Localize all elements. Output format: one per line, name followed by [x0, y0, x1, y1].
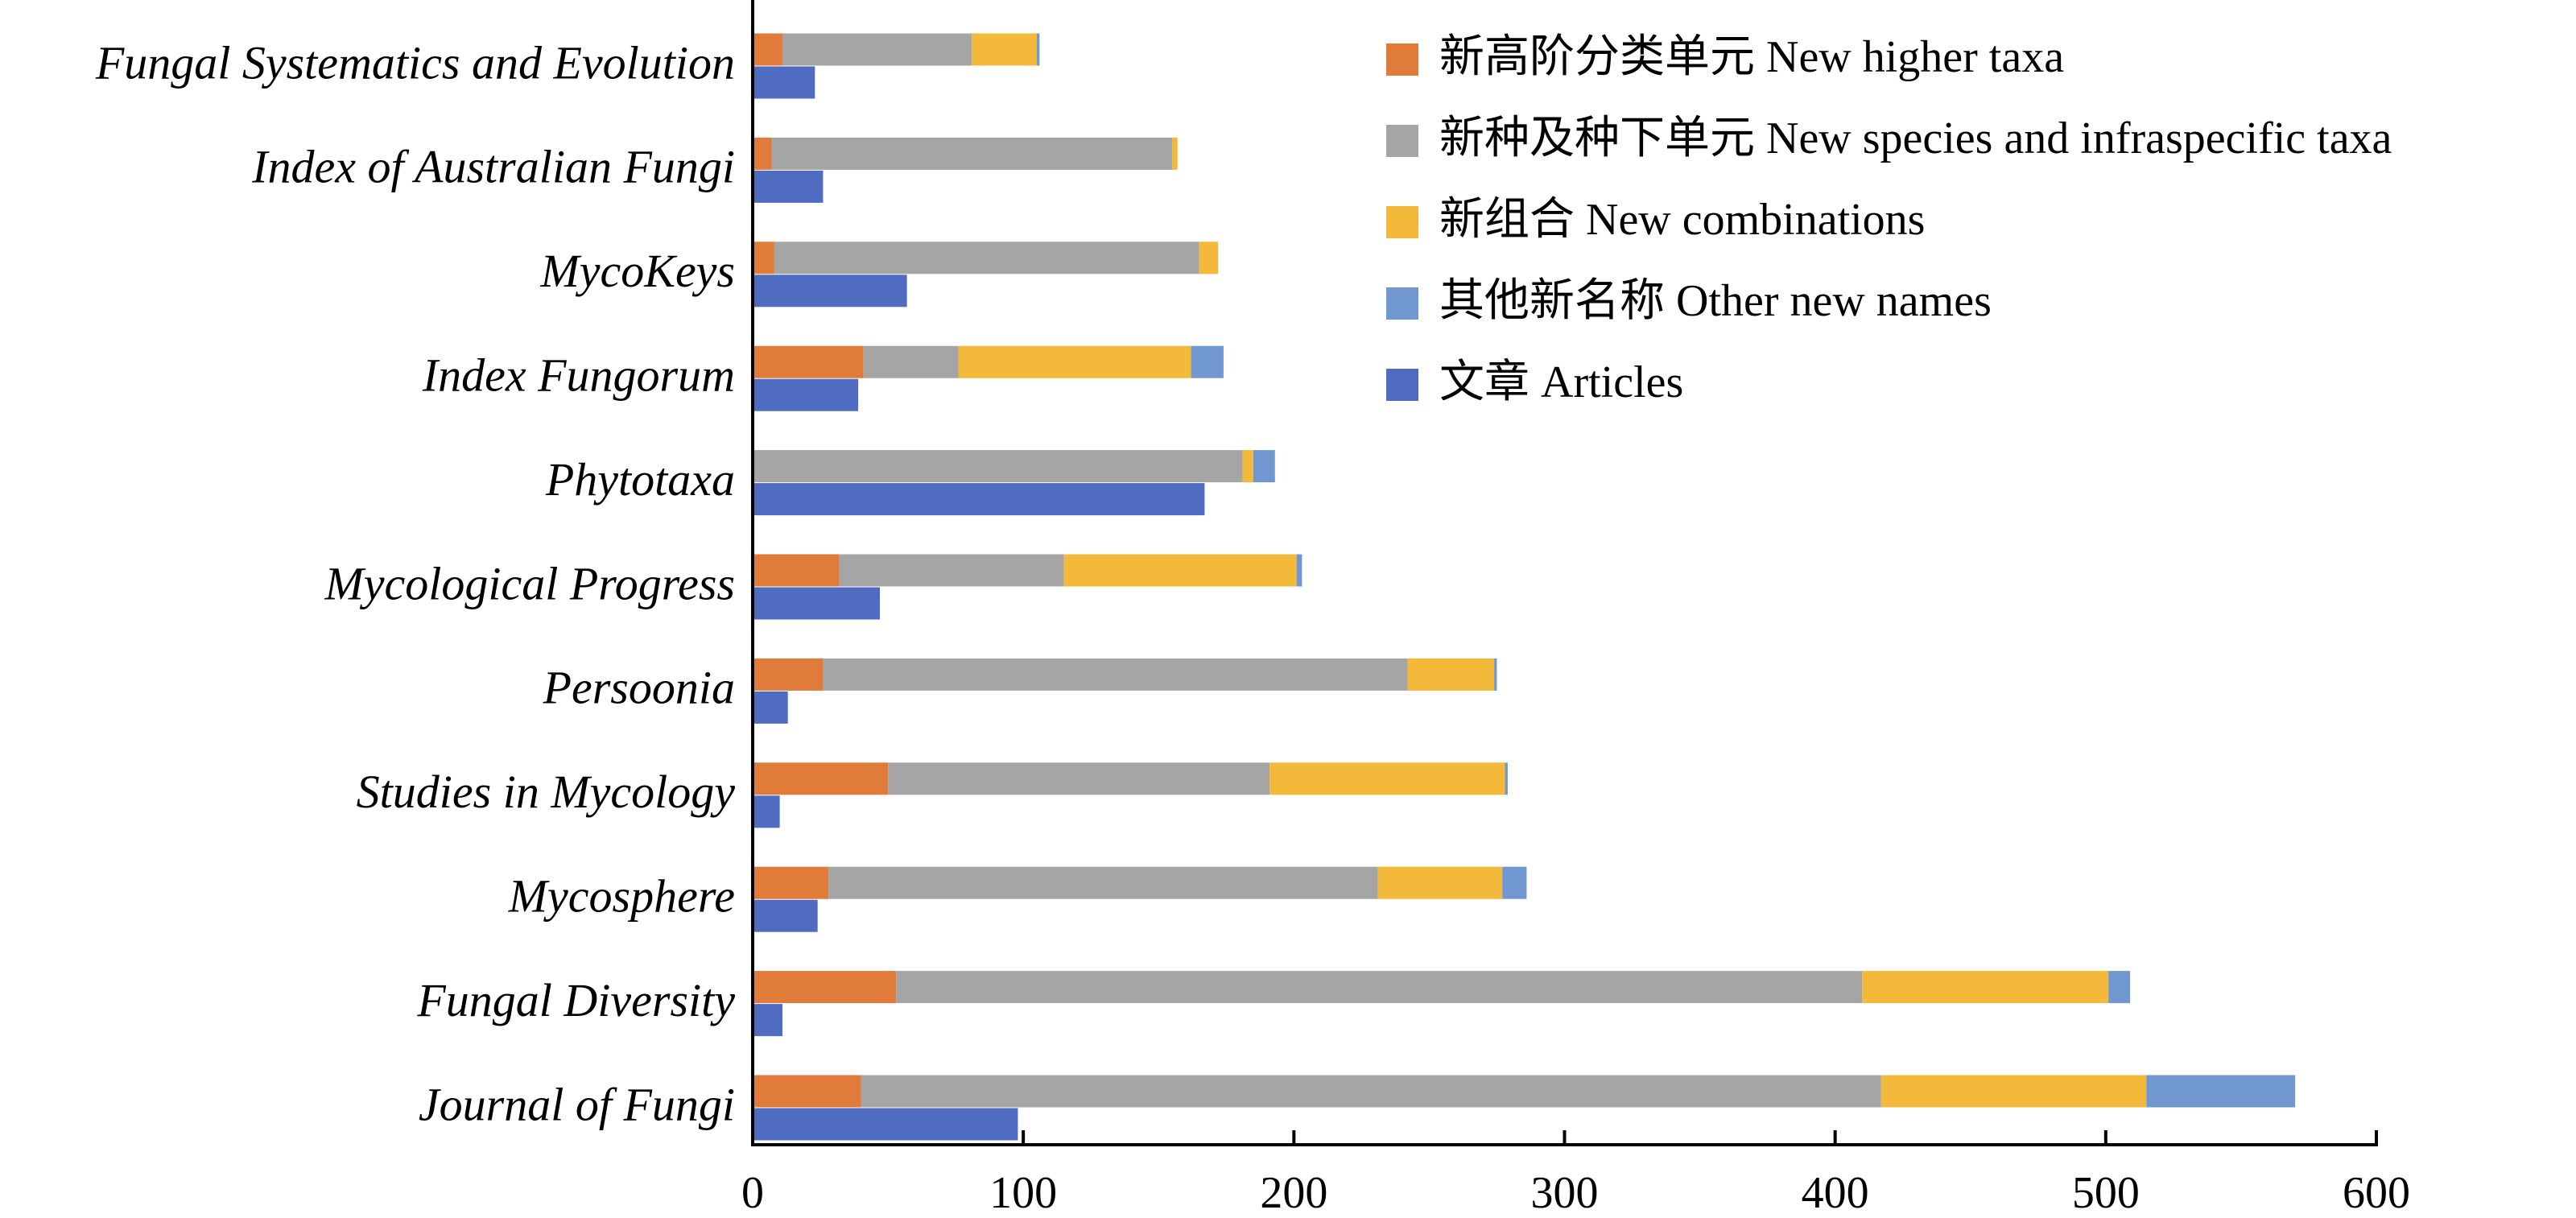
category-label: Index of Australian Fungi — [251, 141, 735, 193]
category-label: MycoKeys — [539, 245, 735, 297]
bar-index-fungorum-other-new-names — [1191, 345, 1224, 378]
bar-mycological-progress-other-new-names — [1296, 554, 1302, 587]
x-axis-ticks: 0 100 200 300 400 500 600 — [741, 1130, 2410, 1218]
legend-swatch — [1386, 206, 1418, 238]
bar-mycological-progress-articles — [753, 587, 880, 620]
legend-label: 新种及种下单元 New species and infraspecific ta… — [1439, 114, 2392, 163]
bar-fungal-diversity-new-higher-taxa — [753, 971, 897, 1004]
bar-phytotaxa-new-combinations — [1242, 450, 1253, 483]
bar-persoonia-other-new-names — [1494, 658, 1497, 691]
bar-index-of-australian-fungi-new-species-and-infraspecific-taxa — [771, 137, 1173, 170]
bar-index-of-australian-fungi-new-higher-taxa — [753, 137, 772, 170]
bar-mycological-progress-new-higher-taxa — [753, 554, 840, 587]
bar-studies-in-mycology-articles — [753, 795, 780, 828]
category-label: Mycological Progress — [324, 557, 735, 609]
bar-persoonia-new-species-and-infraspecific-taxa — [823, 658, 1408, 691]
bar-fungal-systematics-and-evolution-new-higher-taxa — [753, 33, 782, 66]
bar-index-fungorum-new-combinations — [958, 345, 1191, 378]
legend-swatch — [1386, 43, 1418, 76]
legend-label: 其他新名称 Other new names — [1439, 276, 1992, 326]
bar-fungal-diversity-articles — [753, 1004, 782, 1037]
legend-swatch — [1386, 125, 1418, 157]
x-tick-label: 0 — [741, 1168, 764, 1218]
category-label: Journal of Fungi — [419, 1078, 735, 1130]
bar-mycokeys-new-species-and-infraspecific-taxa — [774, 242, 1199, 275]
legend-label: 新高阶分类单元 New higher taxa — [1439, 32, 2064, 82]
bar-persoonia-new-higher-taxa — [753, 658, 824, 691]
category-label: Fungal Systematics and Evolution — [95, 36, 735, 89]
x-tick-label: 600 — [2343, 1168, 2410, 1218]
bar-mycosphere-other-new-names — [1502, 866, 1527, 899]
bar-fungal-systematics-and-evolution-other-new-names — [1036, 33, 1040, 66]
bar-fungal-diversity-new-combinations — [1862, 971, 2109, 1004]
bar-persoonia-new-combinations — [1407, 658, 1495, 691]
bar-mycosphere-new-combinations — [1377, 866, 1503, 899]
bar-studies-in-mycology-other-new-names — [1505, 762, 1508, 795]
bar-phytotaxa-new-species-and-infraspecific-taxa — [753, 450, 1243, 483]
bar-fungal-systematics-and-evolution-new-combinations — [972, 33, 1037, 66]
bar-mycokeys-new-higher-taxa — [753, 242, 774, 275]
bar-studies-in-mycology-new-species-and-infraspecific-taxa — [888, 762, 1270, 795]
bar-layer — [753, 33, 2296, 1141]
x-tick-label: 300 — [1531, 1168, 1599, 1218]
bar-fungal-diversity-new-species-and-infraspecific-taxa — [896, 971, 1863, 1004]
category-label: Mycosphere — [508, 870, 735, 923]
bar-fungal-diversity-other-new-names — [2108, 971, 2131, 1004]
bar-fungal-systematics-and-evolution-articles — [753, 66, 815, 99]
bar-journal-of-fungi-articles — [753, 1108, 1018, 1141]
category-label: Studies in Mycology — [357, 766, 736, 818]
bar-mycosphere-articles — [753, 899, 818, 932]
bar-index-fungorum-new-species-and-infraspecific-taxa — [863, 345, 959, 378]
bar-fungal-systematics-and-evolution-new-species-and-infraspecific-taxa — [782, 33, 972, 66]
bar-mycosphere-new-higher-taxa — [753, 866, 829, 899]
category-label: Fungal Diversity — [416, 974, 735, 1026]
bar-index-fungorum-articles — [753, 378, 859, 411]
category-label: Persoonia — [543, 662, 735, 714]
bar-index-of-australian-fungi-articles — [753, 170, 824, 203]
x-tick-label: 100 — [989, 1168, 1057, 1218]
bar-phytotaxa-articles — [753, 483, 1205, 516]
legend-label: 新组合 New combinations — [1439, 195, 1925, 245]
bar-mycosphere-new-species-and-infraspecific-taxa — [828, 866, 1378, 899]
bar-studies-in-mycology-new-combinations — [1269, 762, 1505, 795]
legend-label: 文章 Articles — [1439, 357, 1683, 407]
legend-swatch — [1386, 287, 1418, 320]
bar-journal-of-fungi-other-new-names — [2146, 1075, 2296, 1108]
x-tick-label: 500 — [2072, 1168, 2140, 1218]
bar-mycokeys-new-combinations — [1199, 242, 1219, 275]
x-tick-label: 200 — [1260, 1168, 1327, 1218]
bar-mycological-progress-new-species-and-infraspecific-taxa — [839, 554, 1064, 587]
bar-journal-of-fungi-new-combinations — [1880, 1075, 2147, 1108]
legend-swatch — [1386, 369, 1418, 401]
bar-persoonia-articles — [753, 691, 788, 724]
category-labels: Fungal Systematics and Evolution Index of… — [95, 36, 735, 1130]
bar-journal-of-fungi-new-higher-taxa — [753, 1075, 861, 1108]
bar-phytotaxa-other-new-names — [1253, 450, 1275, 483]
bar-index-of-australian-fungi-new-combinations — [1172, 137, 1178, 170]
category-label: Phytotaxa — [545, 453, 735, 506]
bar-index-fungorum-new-higher-taxa — [753, 345, 864, 378]
bar-journal-of-fungi-new-species-and-infraspecific-taxa — [861, 1075, 1881, 1108]
bar-studies-in-mycology-new-higher-taxa — [753, 762, 889, 795]
bar-mycological-progress-new-combinations — [1063, 554, 1297, 587]
category-label: Index Fungorum — [422, 349, 735, 402]
x-tick-label: 400 — [1802, 1168, 1869, 1218]
bar-mycokeys-articles — [753, 275, 907, 308]
legend: 新高阶分类单元 New higher taxa 新种及种下单元 New speci… — [1386, 32, 2392, 407]
